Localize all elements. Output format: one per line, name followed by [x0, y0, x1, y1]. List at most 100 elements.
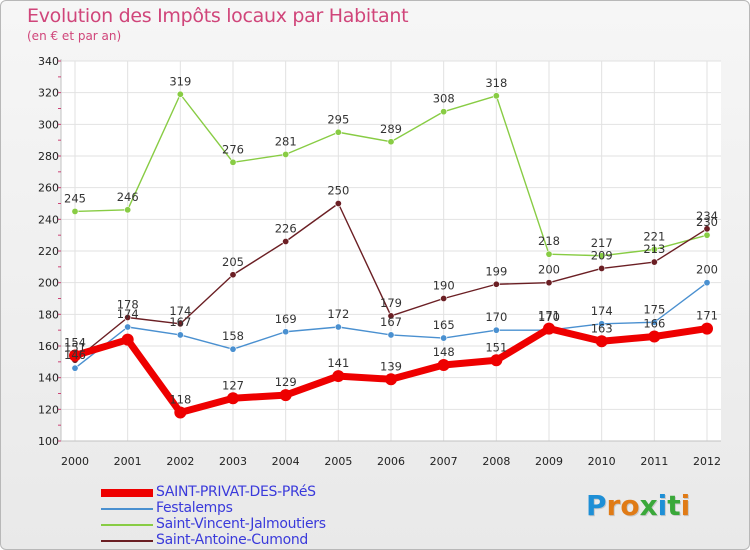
data-label: 289 — [380, 122, 402, 136]
data-point — [176, 320, 184, 328]
data-label: 171 — [696, 309, 718, 323]
x-tick-label: 2001 — [114, 455, 142, 468]
logo-letter: x — [639, 489, 658, 522]
data-label: 166 — [643, 317, 665, 331]
data-label: 169 — [275, 312, 297, 326]
data-point — [229, 158, 237, 166]
data-label: 234 — [696, 209, 718, 223]
x-tick-label: 2010 — [588, 455, 616, 468]
data-point — [598, 252, 606, 260]
data-point — [492, 326, 500, 334]
data-label: 250 — [327, 184, 349, 198]
data-point — [124, 323, 132, 331]
y-tick-label: 320 — [38, 87, 59, 100]
data-label: 139 — [380, 359, 402, 373]
data-label: 281 — [275, 134, 297, 148]
data-label: 221 — [643, 229, 665, 243]
y-tick-label: 140 — [38, 372, 59, 385]
y-tick-label: 280 — [38, 150, 59, 163]
data-point — [121, 333, 134, 346]
logo-letter: r — [606, 489, 621, 522]
y-tick-label: 200 — [38, 277, 59, 290]
data-point — [282, 150, 290, 158]
logo-letter: o — [620, 489, 640, 522]
data-label: 127 — [222, 378, 244, 392]
y-tick-label: 340 — [38, 55, 59, 68]
data-point — [176, 90, 184, 98]
data-label: 167 — [169, 315, 191, 329]
data-point — [229, 271, 237, 279]
data-point — [598, 320, 606, 328]
data-label: 318 — [485, 76, 507, 90]
data-point — [227, 392, 239, 405]
data-point — [437, 359, 450, 371]
data-point — [595, 335, 608, 348]
data-point — [71, 207, 79, 215]
data-label: 179 — [380, 296, 402, 310]
data-point — [334, 128, 342, 136]
data-label: 209 — [591, 248, 613, 262]
data-point — [703, 279, 711, 287]
x-tick-label: 2000 — [61, 455, 89, 468]
y-tick-label: 220 — [38, 245, 59, 258]
proxiti-logo: Proxiti — [586, 489, 690, 522]
data-label: 200 — [696, 263, 718, 277]
data-point — [703, 225, 711, 233]
data-point — [387, 138, 395, 146]
x-tick-label: 2011 — [640, 455, 668, 468]
data-label: 308 — [433, 92, 455, 106]
logo-letter: i — [657, 489, 668, 522]
data-label: 319 — [169, 74, 191, 88]
data-label: 178 — [117, 298, 139, 312]
data-label: 217 — [591, 236, 613, 250]
data-point — [176, 331, 184, 339]
data-label: 200 — [538, 263, 560, 277]
data-point — [650, 258, 658, 266]
x-tick-label: 2003 — [219, 455, 247, 468]
data-label: 165 — [433, 318, 455, 332]
data-label: 172 — [327, 307, 349, 321]
data-label: 158 — [222, 329, 244, 343]
data-label: 170 — [485, 310, 507, 324]
data-point — [703, 231, 711, 239]
data-point — [282, 328, 290, 336]
legend-swatch — [101, 508, 153, 510]
logo-letter: P — [586, 489, 607, 522]
y-tick-label: 100 — [38, 435, 59, 448]
data-point — [71, 364, 79, 372]
data-point — [174, 406, 187, 419]
y-tick-label: 240 — [38, 213, 59, 226]
data-label: 226 — [275, 222, 297, 236]
data-label: 171 — [538, 309, 560, 323]
y-tick-label: 180 — [38, 308, 59, 321]
y-tick-label: 160 — [38, 340, 59, 353]
data-label: 154 — [64, 336, 86, 350]
legend-label: Saint-Vincent-Jalmoutiers — [156, 516, 326, 532]
legend-label: Saint-Antoine-Cumond — [156, 532, 309, 548]
data-label: 190 — [433, 279, 455, 293]
data-label: 174 — [169, 304, 191, 318]
data-point — [490, 354, 503, 367]
data-point — [492, 280, 500, 288]
data-point — [385, 373, 397, 386]
logo-letter: i — [680, 489, 691, 522]
data-point — [701, 322, 713, 335]
y-tick-label: 260 — [38, 182, 59, 195]
x-tick-label: 2007 — [430, 455, 458, 468]
data-point — [387, 312, 395, 320]
data-label: 151 — [485, 340, 507, 354]
data-point — [124, 313, 132, 321]
data-label: 218 — [538, 234, 560, 248]
data-label: 174 — [117, 307, 139, 321]
data-point — [124, 206, 132, 214]
x-tick-label: 2012 — [693, 455, 721, 468]
data-label: 199 — [485, 264, 507, 278]
x-tick-label: 2005 — [324, 455, 352, 468]
data-point — [543, 322, 555, 335]
data-label: 295 — [327, 112, 349, 126]
data-point — [440, 334, 448, 342]
data-label: 129 — [275, 375, 297, 389]
data-label: 148 — [433, 345, 455, 359]
